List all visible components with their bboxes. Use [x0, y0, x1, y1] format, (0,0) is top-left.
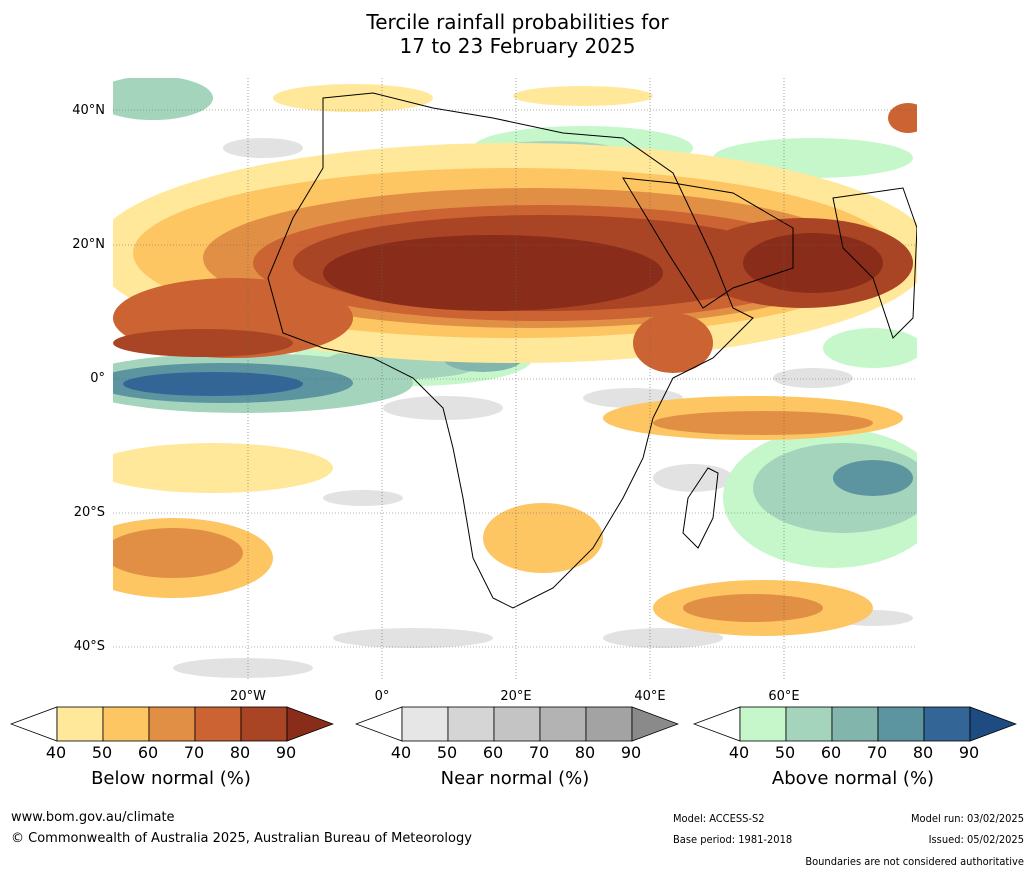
lat-label-40n: 40°N [72, 103, 105, 118]
legend-label-above-normal: Above normal (%) [771, 768, 935, 789]
colorbar-tick-label: 40 [390, 743, 412, 762]
colorbar-tick-label: 70 [528, 743, 550, 762]
footer-disclaimer: Boundaries are not considered authoritat… [805, 855, 1024, 868]
colorbar-segment [194, 706, 242, 742]
colorbar-tick-label: 90 [958, 743, 980, 762]
colorbar-segment [447, 706, 495, 742]
colorbar-tick-label: 70 [183, 743, 205, 762]
colorbar-below-normal [10, 706, 334, 742]
legend-label-near-normal: Near normal (%) [440, 768, 590, 789]
colorbar-tick-label: 50 [436, 743, 458, 762]
colorbar-segment [401, 706, 449, 742]
colorbar-segment [148, 706, 196, 742]
colorbar-segment [877, 706, 925, 742]
colorbar-svg [693, 706, 1017, 742]
colorbar-tick-label: 60 [820, 743, 842, 762]
colorbar-segment [539, 706, 587, 742]
colorbar-extend-high [631, 706, 679, 742]
title-line-2: 17 to 23 February 2025 [399, 34, 636, 58]
graticule [113, 78, 917, 681]
colorbar-extend-low [355, 706, 403, 742]
footer-base-period: Base period: 1981-2018 [673, 833, 793, 846]
lat-label-20s: 20°S [73, 505, 105, 520]
colorbar-segment [585, 706, 633, 742]
colorbar-extend-high [286, 706, 334, 742]
colorbar-tick-label: 80 [229, 743, 251, 762]
lon-label-40e: 40°E [634, 689, 666, 704]
colorbar-tick-label: 70 [866, 743, 888, 762]
colorbar-tick-label: 40 [45, 743, 67, 762]
colorbar-tick-label: 40 [728, 743, 750, 762]
colorbar-segment [923, 706, 971, 742]
lon-label-20w: 20°W [230, 689, 266, 704]
colorbar-tick-label: 90 [275, 743, 297, 762]
footer-copyright: © Commonwealth of Australia 2025, Austra… [11, 831, 472, 846]
colorbar-near-normal [355, 706, 679, 742]
lon-label-0: 0° [374, 689, 390, 704]
colorbar-segment [493, 706, 541, 742]
colorbar-extend-low [693, 706, 741, 742]
colorbar-tick-label: 80 [912, 743, 934, 762]
africa-coastline [267, 92, 754, 609]
colorbar-svg [10, 706, 334, 742]
madagascar-coastline [682, 467, 719, 549]
colorbar-tick-label: 80 [574, 743, 596, 762]
arabia-coastline [622, 177, 794, 309]
colorbar-tick-label: 60 [482, 743, 504, 762]
lat-label-20n: 20°N [72, 237, 105, 252]
colorbar-tick-label: 90 [620, 743, 642, 762]
lat-label-0: 0° [90, 371, 105, 386]
map-title: Tercile rainfall probabilities for 17 to… [0, 10, 1035, 58]
colorbar-tick-label: 50 [774, 743, 796, 762]
lon-label-60e: 60°E [768, 689, 800, 704]
colorbar-segment [831, 706, 879, 742]
title-line-1: Tercile rainfall probabilities for [366, 10, 669, 34]
colorbar-segment [240, 706, 288, 742]
probability-map [113, 78, 917, 681]
colorbar-above-normal [693, 706, 1017, 742]
lat-label-40s: 40°S [73, 639, 105, 654]
colorbar-tick-label: 50 [91, 743, 113, 762]
colorbar-svg [355, 706, 679, 742]
legend-label-below-normal: Below normal (%) [91, 768, 251, 789]
colorbar-segment [56, 706, 104, 742]
colorbar-extend-high [969, 706, 1017, 742]
map-canvas [113, 78, 917, 681]
footer-model: Model: ACCESS-S2 [673, 812, 765, 825]
colorbar-segment [739, 706, 787, 742]
lon-label-20e: 20°E [500, 689, 532, 704]
footer-url[interactable]: www.bom.gov.au/climate [11, 810, 175, 825]
colorbar-extend-low [10, 706, 58, 742]
colorbar-tick-label: 60 [137, 743, 159, 762]
footer-model-run: Model run: 03/02/2025 [911, 812, 1024, 825]
footer-issued: Issued: 05/02/2025 [928, 833, 1024, 846]
colorbar-segment [785, 706, 833, 742]
below-normal-areas [113, 84, 917, 636]
colorbar-segment [102, 706, 150, 742]
india-coastline [832, 187, 917, 339]
